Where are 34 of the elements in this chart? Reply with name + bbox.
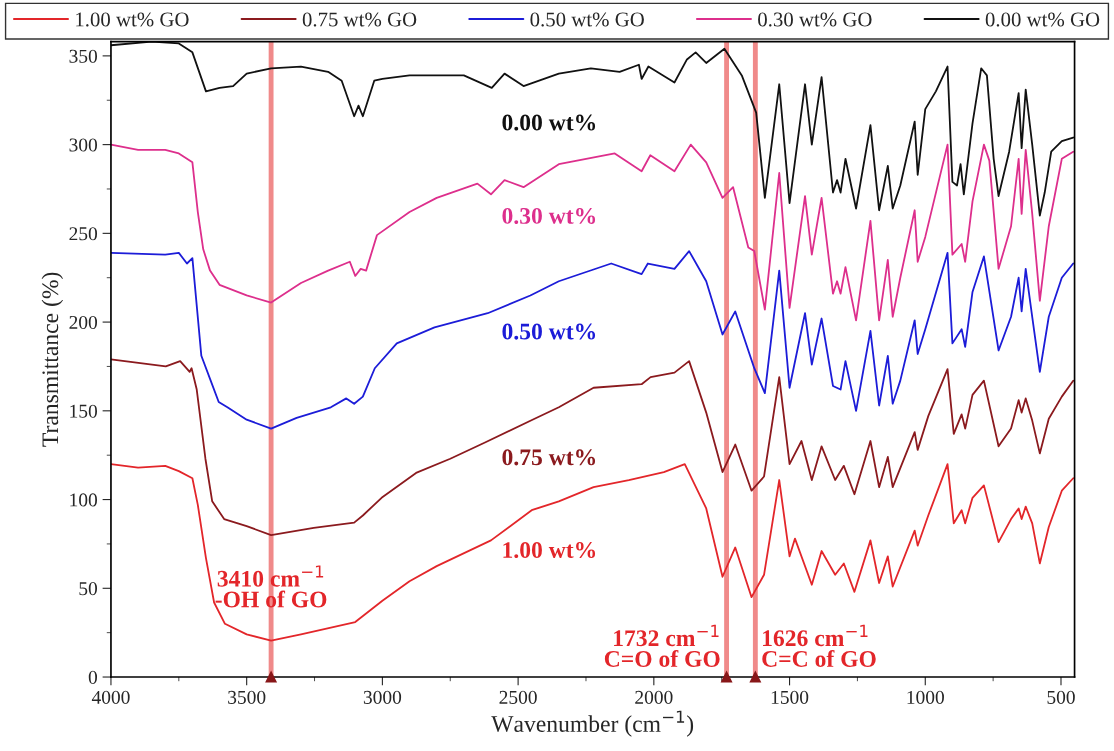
legend-label: 1.00 wt% GO (76, 12, 189, 27)
y-tick-label: 300 (69, 138, 98, 152)
legend-label: 0.75 wt% GO (302, 12, 417, 27)
legend-label: 0.00 wt% GO (985, 12, 1100, 27)
x-axis-title: Wavenumber (cm$^{−1}$) (491, 710, 694, 737)
annotation: 1.00 wt% (503, 542, 596, 559)
x-tick-label: 3500 (228, 690, 266, 704)
line-series (110, 143, 1075, 322)
annotation: 0.50 wt% (502, 323, 596, 340)
line-series (110, 358, 1075, 536)
y-tick-label: 0 (88, 670, 98, 684)
x-tick-label: 1000 (907, 690, 944, 704)
y-tick-label: 350 (69, 49, 98, 63)
x-tick-label: 1500 (771, 690, 809, 704)
ref-line-label: 1626 cm$^{−1}$ C=C of GO (762, 624, 876, 667)
y-axis-title: Transmittance (%) (41, 272, 64, 447)
y-tick-label: 100 (70, 493, 98, 507)
y-tick-label: 50 (79, 582, 98, 596)
ref-line-label: 1732 cm$^{−1}$ C=O of GO (604, 624, 720, 667)
line-series (110, 250, 1075, 430)
x-tick-label: 2000 (635, 690, 673, 704)
y-tick-label: 200 (69, 315, 98, 330)
y-tick-label: 250 (69, 227, 98, 241)
legend-label: 0.50 wt% GO (530, 12, 644, 27)
x-tick-label: 4000 (91, 690, 130, 704)
x-tick-label: 500 (1047, 690, 1075, 704)
x-tick-label: 2500 (499, 690, 537, 704)
annotation: 0.00 wt% (502, 114, 596, 131)
ref-line-label: 3410 cm$^{−1}$ -OH of GO (215, 565, 327, 608)
annotation: 0.30 wt% (502, 207, 596, 224)
legend-label: 0.30 wt% GO (758, 12, 872, 27)
x-tick-label: 3000 (363, 690, 402, 704)
annotation: 0.75 wt% (502, 449, 596, 466)
y-tick-label: 150 (70, 404, 98, 418)
